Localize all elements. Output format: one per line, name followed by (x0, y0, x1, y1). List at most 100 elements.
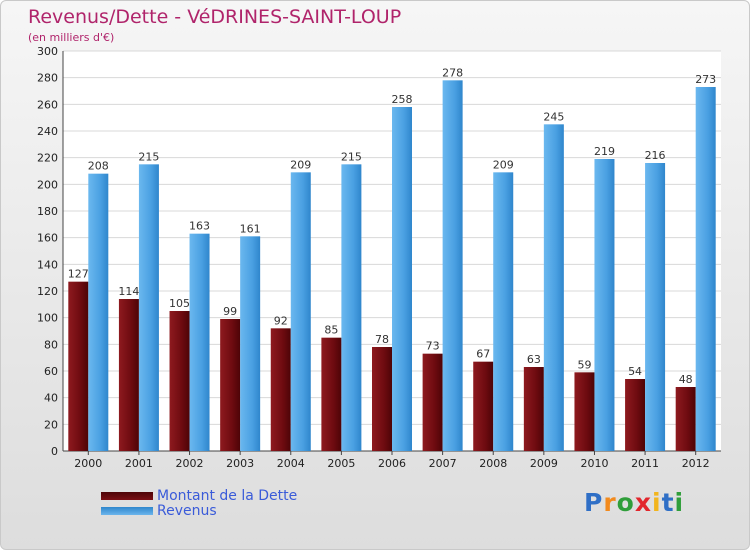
y-tick-label: 180 (37, 205, 58, 218)
value-label-dette: 63 (527, 353, 541, 366)
value-label-revenus: 219 (594, 145, 615, 158)
value-label-dette: 127 (68, 268, 89, 281)
logo-letter: x (634, 488, 652, 517)
bar-dette (372, 347, 392, 451)
x-tick-label: 2009 (530, 457, 558, 470)
bar-dette (118, 299, 139, 451)
bar-revenus (189, 233, 210, 451)
chart-subtitle: (en milliers d'€) (28, 31, 115, 44)
x-tick-label: 2011 (631, 457, 659, 470)
bar-revenus (645, 163, 666, 451)
logo-letter: P (584, 488, 604, 517)
value-label-revenus: 208 (88, 160, 109, 173)
bar-dette (574, 372, 595, 451)
value-label-dette: 48 (679, 373, 693, 386)
value-label-revenus: 161 (240, 222, 261, 235)
y-tick-label: 220 (37, 152, 58, 165)
bar-dette (321, 337, 342, 451)
value-label-dette: 105 (169, 297, 190, 310)
y-tick-label: 40 (44, 392, 58, 405)
bar-dette (169, 311, 190, 451)
bar-revenus (290, 172, 311, 452)
bar-revenus (442, 80, 463, 451)
y-tick-label: 120 (37, 285, 58, 298)
x-tick-label: 2002 (176, 457, 204, 470)
value-label-dette: 67 (476, 348, 490, 361)
logo-letter: t (661, 488, 675, 517)
value-label-revenus: 215 (341, 150, 362, 163)
bar-revenus (543, 124, 564, 451)
bar-dette (68, 281, 89, 451)
x-tick-label: 2008 (479, 457, 507, 470)
logo-letter: i (652, 488, 662, 517)
value-label-revenus: 215 (138, 150, 159, 163)
bar-dette (675, 387, 696, 451)
bar-revenus (594, 159, 615, 451)
value-label-revenus: 245 (543, 110, 564, 123)
bar-revenus (341, 164, 362, 452)
x-tick-label: 2007 (429, 457, 457, 470)
value-label-dette: 54 (628, 365, 642, 378)
value-label-revenus: 209 (290, 158, 311, 171)
value-label-dette: 99 (223, 305, 237, 318)
value-label-revenus: 209 (493, 158, 514, 171)
logo-letter: r (603, 488, 617, 517)
value-label-revenus: 273 (695, 73, 716, 86)
value-label-dette: 92 (274, 314, 288, 327)
bar-revenus (392, 107, 412, 451)
y-tick-label: 200 (37, 178, 58, 191)
legend: Montant de la Dette Revenus (101, 487, 298, 519)
value-label-revenus: 258 (392, 93, 413, 106)
y-tick-label: 280 (37, 72, 58, 85)
value-label-revenus: 278 (442, 66, 463, 79)
bar-dette (523, 367, 544, 451)
x-tick-label: 2006 (378, 457, 406, 470)
x-tick-label: 2000 (74, 457, 102, 470)
proxiti-logo: Proxiti (584, 488, 684, 517)
logo-letter: i (674, 488, 685, 517)
y-tick-label: 140 (37, 258, 58, 271)
y-tick-label: 240 (37, 125, 58, 138)
bar-revenus (493, 172, 514, 452)
bar-dette (270, 328, 291, 451)
bar-revenus (88, 173, 109, 451)
value-label-dette: 85 (324, 324, 338, 337)
y-tick-label: 20 (44, 418, 58, 431)
x-tick-label: 2004 (277, 457, 305, 470)
legend-item-dette: Montant de la Dette (101, 487, 298, 504)
bar-revenus (138, 164, 159, 452)
x-tick-label: 2003 (226, 457, 254, 470)
legend-swatch-dette (101, 491, 153, 500)
value-label-dette: 59 (577, 358, 591, 371)
bar-dette (625, 379, 646, 451)
y-tick-label: 0 (51, 445, 58, 458)
x-tick-label: 2001 (125, 457, 153, 470)
x-tick-label: 2010 (580, 457, 608, 470)
value-label-revenus: 163 (189, 220, 210, 233)
value-label-revenus: 216 (645, 149, 666, 162)
bar-dette (220, 319, 241, 451)
x-tick-label: 2012 (682, 457, 710, 470)
value-label-dette: 114 (118, 285, 139, 298)
logo-letter: o (616, 488, 635, 517)
legend-label-revenus: Revenus (157, 502, 217, 519)
legend-label-dette: Montant de la Dette (157, 487, 298, 504)
bar-dette (422, 353, 443, 451)
y-tick-label: 60 (44, 365, 58, 378)
value-label-dette: 73 (426, 340, 440, 353)
bar-revenus (240, 236, 261, 451)
legend-item-revenus: Revenus (101, 502, 297, 519)
chart-title: Revenus/Dette - VéDRINES-SAINT-LOUP (28, 6, 402, 28)
y-tick-label: 100 (37, 312, 58, 325)
y-tick-label: 260 (37, 98, 58, 111)
bar-dette (473, 361, 494, 451)
y-tick-label: 300 (37, 45, 58, 58)
x-tick-label: 2005 (327, 457, 355, 470)
legend-swatch-revenus (101, 506, 153, 515)
y-tick-label: 80 (44, 338, 58, 351)
bar-revenus (695, 87, 716, 451)
y-tick-label: 160 (37, 232, 58, 245)
value-label-dette: 78 (375, 333, 389, 346)
